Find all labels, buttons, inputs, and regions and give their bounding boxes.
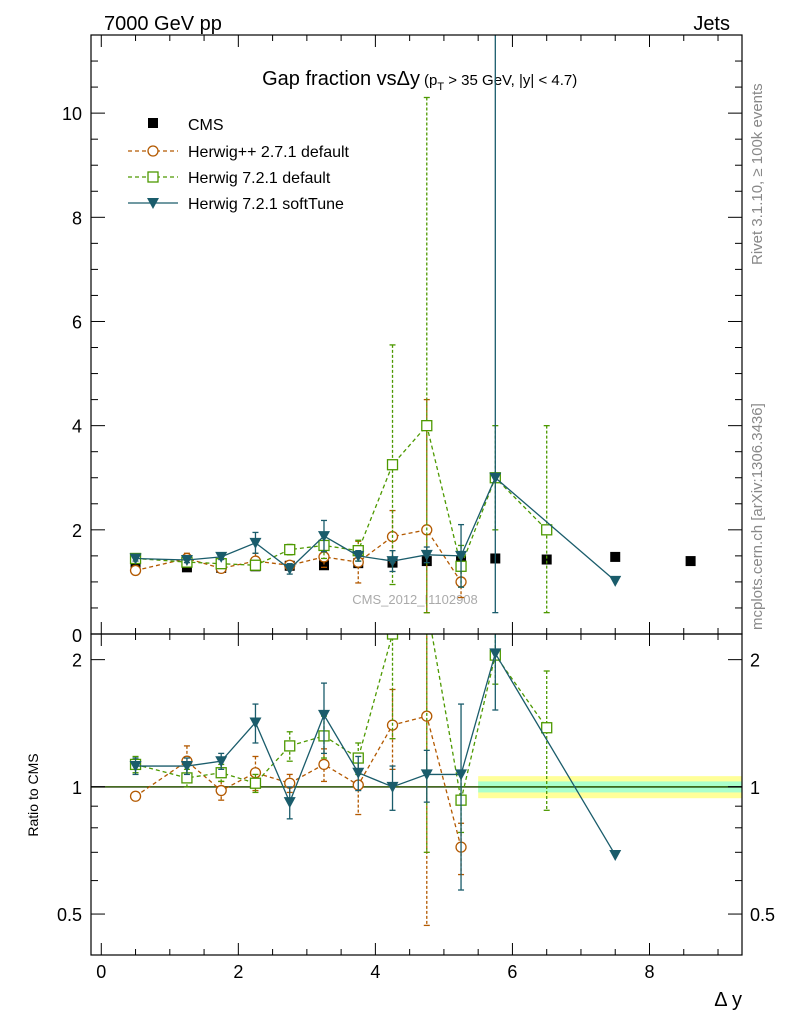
series-line — [135, 424, 548, 569]
data-point — [129, 564, 142, 577]
data-point — [352, 767, 365, 779]
y-tick-label: 6 — [72, 312, 82, 332]
data-point — [249, 559, 262, 571]
ratio-frame — [90, 633, 743, 956]
watermark: CMS_2012_I1102908 — [352, 592, 478, 607]
ratio-y-tick-label: 2 — [72, 651, 82, 671]
data-point — [386, 634, 399, 640]
legend: CMS Herwig++ 2.7.1 default Herwig 7.2.1 … — [128, 117, 350, 213]
data-point — [215, 551, 228, 563]
legend-entry-cms: CMS — [148, 117, 224, 134]
data-point — [685, 556, 696, 567]
data-point — [129, 761, 142, 773]
data-point — [180, 761, 193, 773]
data-point — [249, 717, 262, 729]
ratio-ylabel: Ratio to CMS — [25, 753, 41, 836]
main-y-axis: 0 2 4 6 8 10 — [62, 34, 742, 646]
legend-label: Herwig 7.2.1 softTune — [188, 196, 344, 213]
x-tick-label: 6 — [507, 962, 517, 982]
legend-label: Herwig++ 2.7.1 default — [188, 144, 350, 161]
data-point — [318, 560, 329, 571]
y-tick-label: 8 — [72, 208, 82, 228]
y-tick-label: 2 — [72, 521, 82, 541]
x-tick-label: 0 — [96, 962, 106, 982]
data-point — [541, 722, 553, 734]
plot-title: Gap fraction vsΔy — [262, 68, 420, 90]
data-point — [386, 459, 399, 471]
data-point — [215, 756, 228, 768]
legend-label: CMS — [188, 117, 224, 134]
main-panel: Gap fraction vsΔy (pT > 35 GeV, |y| < 4.… — [262, 68, 577, 607]
series-line — [135, 476, 616, 582]
series-cms — [130, 551, 696, 573]
data-point — [420, 769, 433, 781]
data-point — [609, 575, 622, 587]
data-point — [489, 648, 502, 660]
data-point — [609, 849, 622, 861]
data-point — [420, 549, 433, 561]
plot-subtitle: (pT > 35 GeV, |y| < 4.7) — [424, 72, 577, 93]
ratio-y-tick-label-right: 2 — [750, 651, 760, 671]
x-tick-label: 8 — [644, 962, 654, 982]
data-point — [352, 550, 365, 562]
data-point — [284, 740, 296, 752]
y-tick-label: 4 — [72, 417, 82, 437]
data-point — [249, 537, 262, 549]
header-right: Jets — [693, 13, 730, 35]
ratio-y-tick-label: 1 — [72, 778, 82, 798]
data-point — [386, 781, 399, 793]
legend-entry-herwigpp: Herwig++ 2.7.1 default — [128, 144, 350, 161]
data-point — [249, 777, 262, 789]
data-point — [421, 710, 433, 722]
rivet-label: Rivet 3.1.10, ≥ 100k events — [749, 83, 766, 265]
data-point — [129, 553, 142, 565]
data-point — [421, 420, 433, 432]
data-point — [610, 551, 621, 562]
series-herwig-2-7-1-default — [129, 634, 467, 927]
data-point — [317, 709, 330, 721]
series-herwig-7-2-1-softtune — [129, 634, 622, 891]
data-point — [283, 563, 296, 575]
x-tick-label: 2 — [233, 962, 243, 982]
main-plot-area — [129, 35, 696, 614]
mcplots-label: mcplots.cern.ch [arXiv:1306.3436] — [749, 403, 766, 630]
series-herwig-7-2-1-softtune — [129, 35, 622, 614]
data-point — [489, 472, 502, 484]
ratio-y-tick-label-right: 0.5 — [750, 905, 775, 925]
data-point — [180, 555, 193, 567]
x-axis-label: Δ y — [714, 989, 742, 1011]
data-point — [386, 556, 399, 568]
x-tick-label: 4 — [370, 962, 380, 982]
data-point — [284, 543, 296, 556]
data-point — [455, 550, 468, 562]
legend-label: Herwig 7.2.1 default — [188, 170, 331, 187]
data-point — [318, 758, 330, 771]
data-point — [215, 784, 227, 797]
y-tick-label: 0 — [72, 626, 82, 646]
legend-entry-herwig7-default: Herwig 7.2.1 default — [128, 170, 331, 187]
ratio-y-tick-label-right: 1 — [750, 778, 760, 798]
y-tick-label: 10 — [62, 104, 82, 124]
ratio-y-axis: 0.5 0.5 1 1 2 2 — [57, 651, 775, 956]
data-point — [455, 769, 468, 781]
ratio-y-tick-label: 0.5 — [57, 905, 82, 925]
series-line — [135, 529, 462, 583]
data-point — [283, 797, 296, 809]
ratio-plot-area — [91, 634, 742, 927]
series-herwig-2-7-1-default — [129, 398, 467, 614]
x-axis: 0 2 4 6 8 — [96, 35, 719, 982]
header-left: 7000 GeV pp — [104, 13, 222, 35]
data-point — [541, 524, 553, 536]
legend-entry-herwig7-softtune: Herwig 7.2.1 softTune — [128, 196, 344, 213]
data-point — [317, 531, 330, 543]
data-point — [541, 554, 552, 565]
data-point — [129, 790, 142, 802]
series-line — [135, 651, 616, 856]
